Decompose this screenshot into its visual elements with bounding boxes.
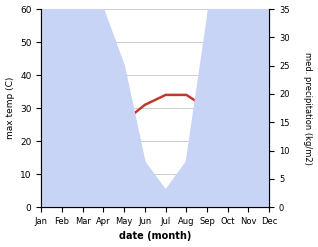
X-axis label: date (month): date (month) (119, 231, 191, 242)
Y-axis label: med. precipitation (kg/m2): med. precipitation (kg/m2) (303, 52, 313, 165)
Y-axis label: max temp (C): max temp (C) (5, 77, 15, 139)
